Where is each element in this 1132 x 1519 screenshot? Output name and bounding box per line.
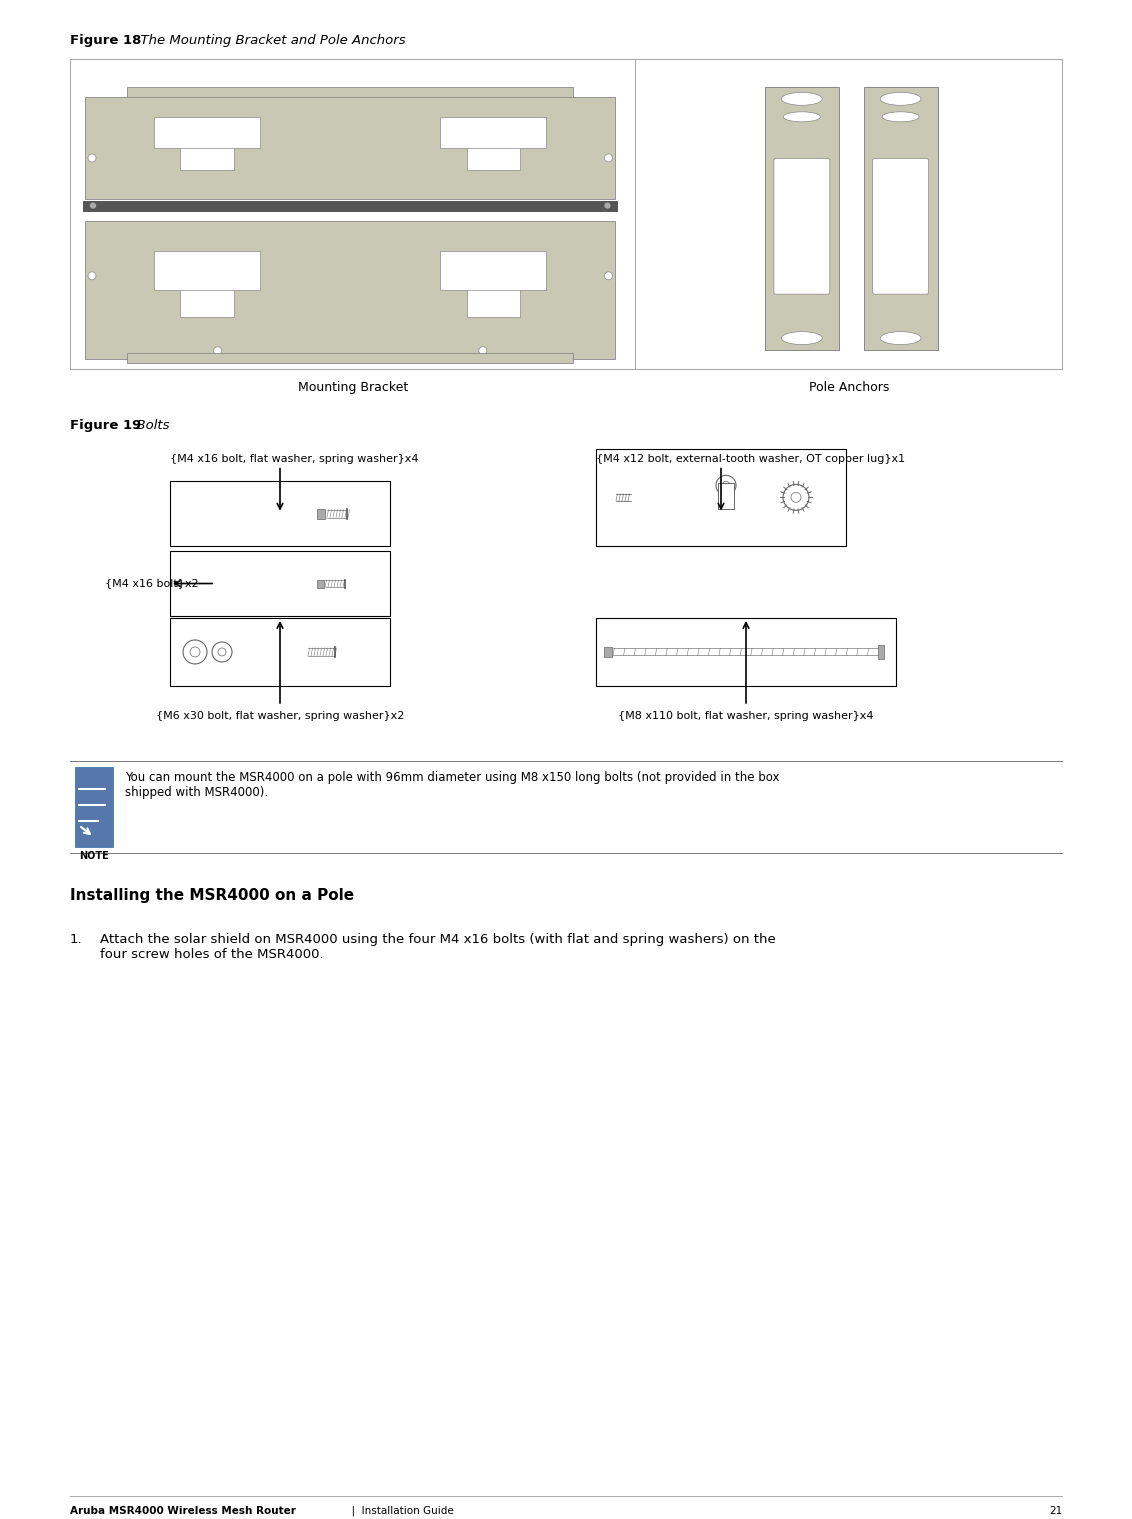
Bar xyxy=(317,509,325,518)
Bar xyxy=(128,352,573,363)
Bar xyxy=(317,580,324,588)
Bar xyxy=(75,767,113,846)
Text: Figure 19: Figure 19 xyxy=(70,419,142,431)
Bar xyxy=(878,646,884,659)
Text: NOTE: NOTE xyxy=(79,851,109,861)
Bar xyxy=(466,125,520,170)
Text: Figure 18: Figure 18 xyxy=(70,33,142,47)
Circle shape xyxy=(212,643,232,662)
Ellipse shape xyxy=(781,331,822,345)
Text: Mounting Bracket: Mounting Bracket xyxy=(298,381,408,393)
Bar xyxy=(597,618,897,687)
Circle shape xyxy=(604,272,612,279)
Text: Installing the MSR4000 on a Pole: Installing the MSR4000 on a Pole xyxy=(70,887,354,902)
Bar xyxy=(170,482,391,545)
Ellipse shape xyxy=(881,331,921,345)
Bar xyxy=(440,251,547,290)
Circle shape xyxy=(88,153,96,163)
Bar xyxy=(604,647,612,656)
Text: {M4 x12 bolt, external-tooth washer, OT copper lug}x1: {M4 x12 bolt, external-tooth washer, OT … xyxy=(597,454,906,463)
Bar xyxy=(154,117,260,147)
Circle shape xyxy=(88,272,96,279)
Text: |  Installation Guide: | Installation Guide xyxy=(345,1505,454,1516)
Text: You can mount the MSR4000 on a pole with 96mm diameter using M8 x150 long bolts : You can mount the MSR4000 on a pole with… xyxy=(125,770,780,799)
Circle shape xyxy=(479,346,487,355)
Text: {M4 x16 bolt}x2: {M4 x16 bolt}x2 xyxy=(105,579,198,588)
Bar xyxy=(85,97,616,199)
Text: Attach the solar shield on MSR4000 using the four M4 x16 bolts (with flat and sp: Attach the solar shield on MSR4000 using… xyxy=(100,933,775,960)
Ellipse shape xyxy=(881,93,921,105)
Bar xyxy=(170,551,391,617)
Circle shape xyxy=(214,346,222,355)
Bar xyxy=(128,87,573,132)
Text: Aruba MSR4000 Wireless Mesh Router: Aruba MSR4000 Wireless Mesh Router xyxy=(70,1505,295,1516)
Circle shape xyxy=(791,492,801,503)
Circle shape xyxy=(489,106,497,114)
Bar xyxy=(864,87,937,349)
Text: {M6 x30 bolt, flat washer, spring washer}x2: {M6 x30 bolt, flat washer, spring washer… xyxy=(156,711,404,722)
Bar xyxy=(170,618,391,687)
Text: {M4 x16 bolt, flat washer, spring washer}x4: {M4 x16 bolt, flat washer, spring washer… xyxy=(170,454,419,463)
FancyBboxPatch shape xyxy=(873,158,928,295)
Circle shape xyxy=(604,153,612,163)
Bar xyxy=(440,117,547,147)
Circle shape xyxy=(722,482,730,489)
Bar xyxy=(765,87,839,349)
Bar xyxy=(85,220,616,358)
Ellipse shape xyxy=(882,112,919,122)
Text: The Mounting Bracket and Pole Anchors: The Mounting Bracket and Pole Anchors xyxy=(132,33,405,47)
Bar xyxy=(180,125,233,170)
Ellipse shape xyxy=(783,112,821,122)
Bar xyxy=(83,201,617,211)
Circle shape xyxy=(89,202,96,210)
Bar xyxy=(718,483,734,509)
FancyBboxPatch shape xyxy=(774,158,830,295)
Circle shape xyxy=(190,647,200,656)
Ellipse shape xyxy=(199,112,204,120)
Text: Pole Anchors: Pole Anchors xyxy=(808,381,889,393)
Circle shape xyxy=(604,202,611,210)
Bar xyxy=(597,448,846,545)
Circle shape xyxy=(717,475,736,495)
Text: {M8 x110 bolt, flat washer, spring washer}x4: {M8 x110 bolt, flat washer, spring washe… xyxy=(618,711,874,722)
Bar xyxy=(154,251,260,290)
Circle shape xyxy=(198,106,206,114)
Text: 1.: 1. xyxy=(70,933,83,946)
Bar xyxy=(70,59,1062,369)
Bar xyxy=(466,276,520,317)
Bar xyxy=(180,276,233,317)
Text: Bolts: Bolts xyxy=(128,419,170,431)
Ellipse shape xyxy=(491,112,496,120)
Circle shape xyxy=(218,649,226,656)
Circle shape xyxy=(783,485,809,510)
Circle shape xyxy=(183,639,207,664)
Ellipse shape xyxy=(781,93,822,105)
Text: 21: 21 xyxy=(1048,1505,1062,1516)
